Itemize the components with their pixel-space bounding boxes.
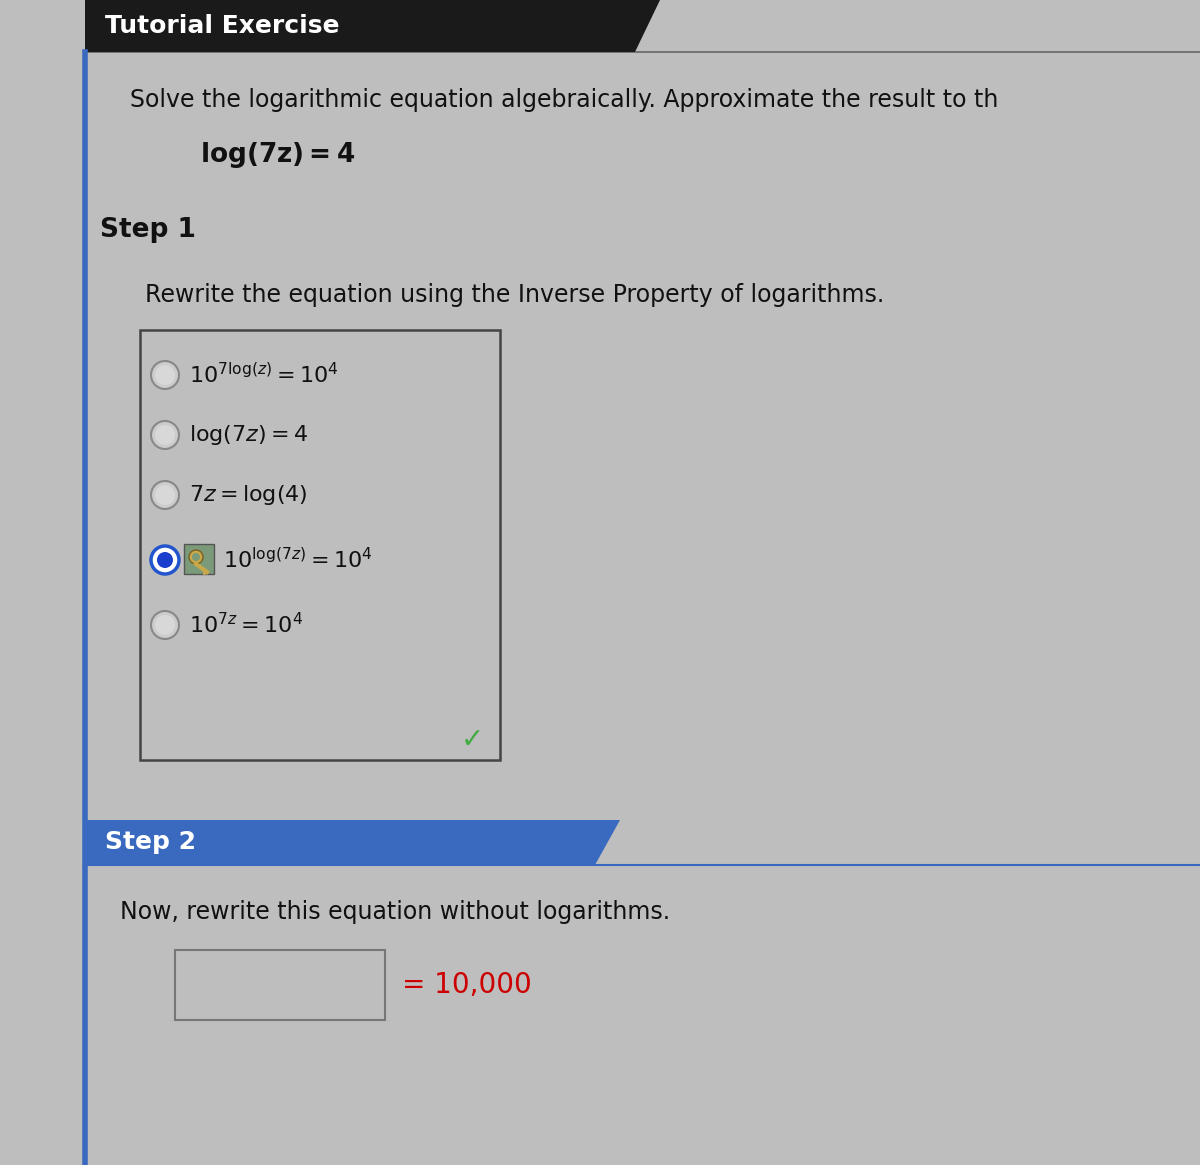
FancyBboxPatch shape: [184, 544, 214, 574]
Circle shape: [155, 615, 175, 635]
Circle shape: [155, 365, 175, 384]
Circle shape: [190, 550, 203, 564]
Text: Step 2: Step 2: [106, 831, 196, 854]
Text: ✓: ✓: [461, 726, 484, 754]
Text: Step 1: Step 1: [100, 217, 196, 243]
Circle shape: [157, 552, 173, 569]
Text: $\log(7z) = 4$: $\log(7z) = 4$: [190, 423, 308, 447]
Text: = 10,000: = 10,000: [402, 970, 532, 1000]
Circle shape: [151, 421, 179, 449]
Circle shape: [151, 610, 179, 638]
Circle shape: [155, 485, 175, 504]
Text: $10^{7z} = 10^4$: $10^{7z} = 10^4$: [190, 613, 302, 637]
FancyBboxPatch shape: [175, 949, 385, 1021]
Text: $10^{7\log(z)} = 10^4$: $10^{7\log(z)} = 10^4$: [190, 362, 338, 388]
Circle shape: [151, 546, 179, 574]
FancyBboxPatch shape: [140, 330, 500, 760]
Circle shape: [151, 361, 179, 389]
Text: Solve the logarithmic equation algebraically. Approximate the result to th: Solve the logarithmic equation algebraic…: [130, 89, 998, 112]
Text: Now, rewrite this equation without logarithms.: Now, rewrite this equation without logar…: [120, 901, 670, 924]
Text: Tutorial Exercise: Tutorial Exercise: [106, 14, 340, 38]
Circle shape: [155, 425, 175, 445]
Polygon shape: [85, 820, 620, 864]
Text: Rewrite the equation using the Inverse Property of logarithms.: Rewrite the equation using the Inverse P…: [145, 283, 884, 308]
Circle shape: [192, 553, 200, 562]
Polygon shape: [85, 0, 660, 52]
Text: $10^{\log(7z)} = 10^4$: $10^{\log(7z)} = 10^4$: [223, 548, 373, 573]
Text: $7z = \log(4)$: $7z = \log(4)$: [190, 483, 307, 507]
Text: $\bf{log(7z) = 4}$: $\bf{log(7z) = 4}$: [200, 140, 355, 170]
Circle shape: [151, 481, 179, 509]
